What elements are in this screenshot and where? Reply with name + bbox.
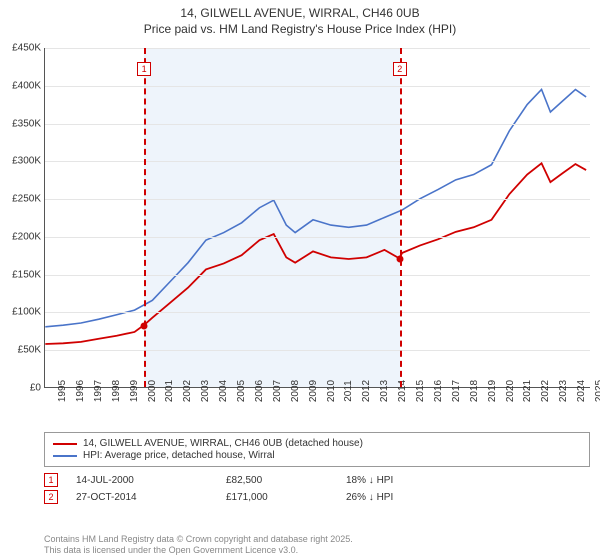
gridline bbox=[45, 350, 590, 351]
legend-label: 14, GILWELL AVENUE, WIRRAL, CH46 0UB (de… bbox=[83, 438, 363, 449]
legend-label: HPI: Average price, detached house, Wirr… bbox=[83, 450, 275, 461]
legend-row: HPI: Average price, detached house, Wirr… bbox=[53, 450, 581, 461]
sales-row-price: £171,000 bbox=[226, 492, 346, 503]
gridline bbox=[45, 199, 590, 200]
sales-row-price: £82,500 bbox=[226, 475, 346, 486]
y-axis-label: £50K bbox=[18, 345, 41, 356]
sale-point bbox=[396, 255, 403, 262]
sales-table: 1 14-JUL-2000£82,50018% ↓ HPI 2 27-OCT-2014… bbox=[44, 473, 590, 504]
legend-and-footer: 14, GILWELL AVENUE, WIRRAL, CH46 0UB (de… bbox=[44, 432, 590, 507]
gridline bbox=[45, 48, 590, 49]
plot-area: £0£50K£100K£150K£200K£250K£300K£350K£400… bbox=[44, 48, 590, 388]
gridline bbox=[45, 237, 590, 238]
sales-row-diff: 18% ↓ HPI bbox=[346, 475, 393, 486]
y-axis-label: £200K bbox=[12, 231, 41, 242]
sales-row-marker: 1 bbox=[44, 473, 58, 487]
gridline bbox=[45, 86, 590, 87]
credit-line1: Contains HM Land Registry data © Crown c… bbox=[44, 534, 590, 545]
series-line bbox=[45, 163, 586, 344]
sales-row-diff: 26% ↓ HPI bbox=[346, 492, 393, 503]
y-axis-label: £250K bbox=[12, 194, 41, 205]
sales-row-date: 14-JUL-2000 bbox=[76, 475, 226, 486]
series-line bbox=[45, 89, 586, 326]
gridline bbox=[45, 161, 590, 162]
y-axis-label: £150K bbox=[12, 269, 41, 280]
chart-lines bbox=[45, 48, 590, 387]
sale-marker-line bbox=[400, 48, 402, 387]
y-axis-label: £350K bbox=[12, 118, 41, 129]
legend-row: 14, GILWELL AVENUE, WIRRAL, CH46 0UB (de… bbox=[53, 438, 581, 449]
x-axis-label: 2025 bbox=[582, 380, 600, 402]
sales-row: 2 27-OCT-2014£171,00026% ↓ HPI bbox=[44, 490, 590, 504]
sale-marker-line bbox=[144, 48, 146, 387]
gridline bbox=[45, 275, 590, 276]
sale-point bbox=[141, 322, 148, 329]
gridline bbox=[45, 124, 590, 125]
y-axis-label: £100K bbox=[12, 307, 41, 318]
y-axis-label: £0 bbox=[30, 383, 41, 394]
credit-text: Contains HM Land Registry data © Crown c… bbox=[44, 534, 590, 556]
chart-title: 14, GILWELL AVENUE, WIRRAL, CH46 0UB Pri… bbox=[0, 0, 600, 37]
sale-marker-badge: 2 bbox=[393, 62, 407, 76]
gridline bbox=[45, 312, 590, 313]
legend-swatch bbox=[53, 443, 77, 445]
legend-box: 14, GILWELL AVENUE, WIRRAL, CH46 0UB (de… bbox=[44, 432, 590, 467]
title-address: 14, GILWELL AVENUE, WIRRAL, CH46 0UB bbox=[0, 6, 600, 22]
title-subtitle: Price paid vs. HM Land Registry's House … bbox=[0, 22, 600, 38]
sales-row-marker: 2 bbox=[44, 490, 58, 504]
sales-row: 1 14-JUL-2000£82,50018% ↓ HPI bbox=[44, 473, 590, 487]
y-axis-label: £450K bbox=[12, 43, 41, 54]
legend-swatch bbox=[53, 455, 77, 457]
y-axis-label: £400K bbox=[12, 80, 41, 91]
chart-container: 14, GILWELL AVENUE, WIRRAL, CH46 0UB Pri… bbox=[0, 0, 600, 560]
sales-row-date: 27-OCT-2014 bbox=[76, 492, 226, 503]
y-axis-label: £300K bbox=[12, 156, 41, 167]
credit-line2: This data is licensed under the Open Gov… bbox=[44, 545, 590, 556]
sale-marker-badge: 1 bbox=[137, 62, 151, 76]
